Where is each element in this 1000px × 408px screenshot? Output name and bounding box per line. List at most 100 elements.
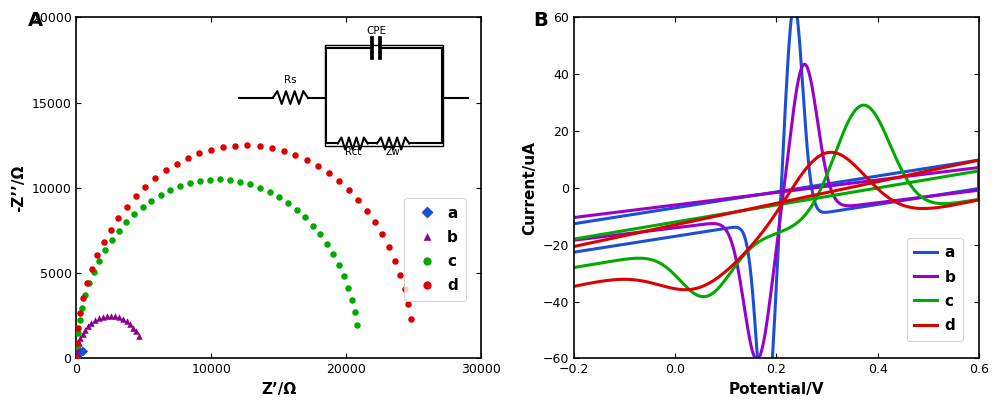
c xyxy=(568,237,580,242)
Point xyxy=(97,247,113,254)
Point xyxy=(203,146,219,153)
Line: a: a xyxy=(574,5,979,408)
Point xyxy=(75,330,91,337)
Point xyxy=(400,300,416,307)
c xyxy=(675,279,687,284)
Point xyxy=(340,285,356,291)
Point xyxy=(70,330,86,336)
Point xyxy=(319,241,335,247)
b xyxy=(951,168,963,173)
Legend: a, b, c, d: a, b, c, d xyxy=(907,238,963,341)
Point xyxy=(297,214,313,220)
d xyxy=(705,279,717,284)
Point xyxy=(84,266,100,273)
Point xyxy=(305,222,321,229)
Point xyxy=(336,273,352,279)
c xyxy=(951,172,963,177)
Point xyxy=(153,192,169,198)
Point xyxy=(182,180,198,186)
Point xyxy=(262,188,278,195)
Point xyxy=(349,322,365,328)
Point xyxy=(91,257,107,264)
Point xyxy=(68,355,84,362)
Point xyxy=(71,340,87,346)
c xyxy=(857,103,869,108)
Point xyxy=(69,353,85,359)
X-axis label: Z’/Ω: Z’/Ω xyxy=(261,382,297,397)
Point xyxy=(103,226,119,233)
Point xyxy=(119,318,135,325)
Point xyxy=(367,219,383,226)
Point xyxy=(68,355,84,362)
b xyxy=(568,215,580,220)
Point xyxy=(72,348,88,355)
a xyxy=(788,2,800,7)
Point xyxy=(212,176,228,183)
Point xyxy=(192,177,208,184)
d xyxy=(825,150,837,155)
Point xyxy=(79,280,95,286)
Point xyxy=(83,320,99,326)
Point xyxy=(252,184,268,191)
Point xyxy=(107,313,123,319)
Point xyxy=(115,316,131,322)
Point xyxy=(104,237,120,244)
Point xyxy=(118,219,134,226)
Point xyxy=(147,175,163,182)
Point xyxy=(289,206,305,213)
b xyxy=(705,221,717,226)
Point xyxy=(81,280,97,287)
b xyxy=(568,238,580,243)
Point xyxy=(95,314,111,320)
Point xyxy=(68,355,84,362)
Point xyxy=(99,313,115,319)
a xyxy=(705,228,717,233)
d xyxy=(568,284,580,289)
Point xyxy=(239,142,255,149)
Point xyxy=(331,178,347,184)
b xyxy=(934,170,946,175)
Point xyxy=(374,231,390,238)
Point xyxy=(172,183,188,189)
Point xyxy=(341,187,357,194)
a xyxy=(951,161,963,166)
Point xyxy=(191,150,207,157)
Text: B: B xyxy=(533,11,548,29)
Line: d: d xyxy=(574,152,979,290)
Y-axis label: -Z’’/Ω: -Z’’/Ω xyxy=(11,164,26,212)
d xyxy=(934,166,946,171)
Point xyxy=(103,313,119,319)
Point xyxy=(87,317,103,324)
Line: b: b xyxy=(574,64,979,359)
Point xyxy=(271,194,287,200)
c xyxy=(921,198,933,203)
Point xyxy=(403,315,419,322)
Point xyxy=(70,325,86,331)
Point xyxy=(86,269,102,275)
b xyxy=(799,62,811,67)
Point xyxy=(359,208,375,214)
Point xyxy=(111,314,127,321)
Point xyxy=(135,204,151,210)
Text: A: A xyxy=(28,11,43,29)
Point xyxy=(312,231,328,238)
b xyxy=(751,357,763,362)
Point xyxy=(347,309,363,316)
Point xyxy=(80,323,96,330)
a xyxy=(568,221,580,226)
Point xyxy=(128,193,144,200)
Point xyxy=(287,152,303,158)
Point xyxy=(381,244,397,251)
Point xyxy=(350,197,366,204)
b xyxy=(842,203,854,208)
a xyxy=(842,206,854,211)
d xyxy=(951,162,963,167)
a xyxy=(675,233,687,238)
d xyxy=(842,157,854,162)
Point xyxy=(72,310,88,316)
Point xyxy=(232,178,248,185)
Point xyxy=(280,200,296,206)
Point xyxy=(126,211,142,217)
Point xyxy=(392,271,408,278)
Point xyxy=(119,204,135,210)
